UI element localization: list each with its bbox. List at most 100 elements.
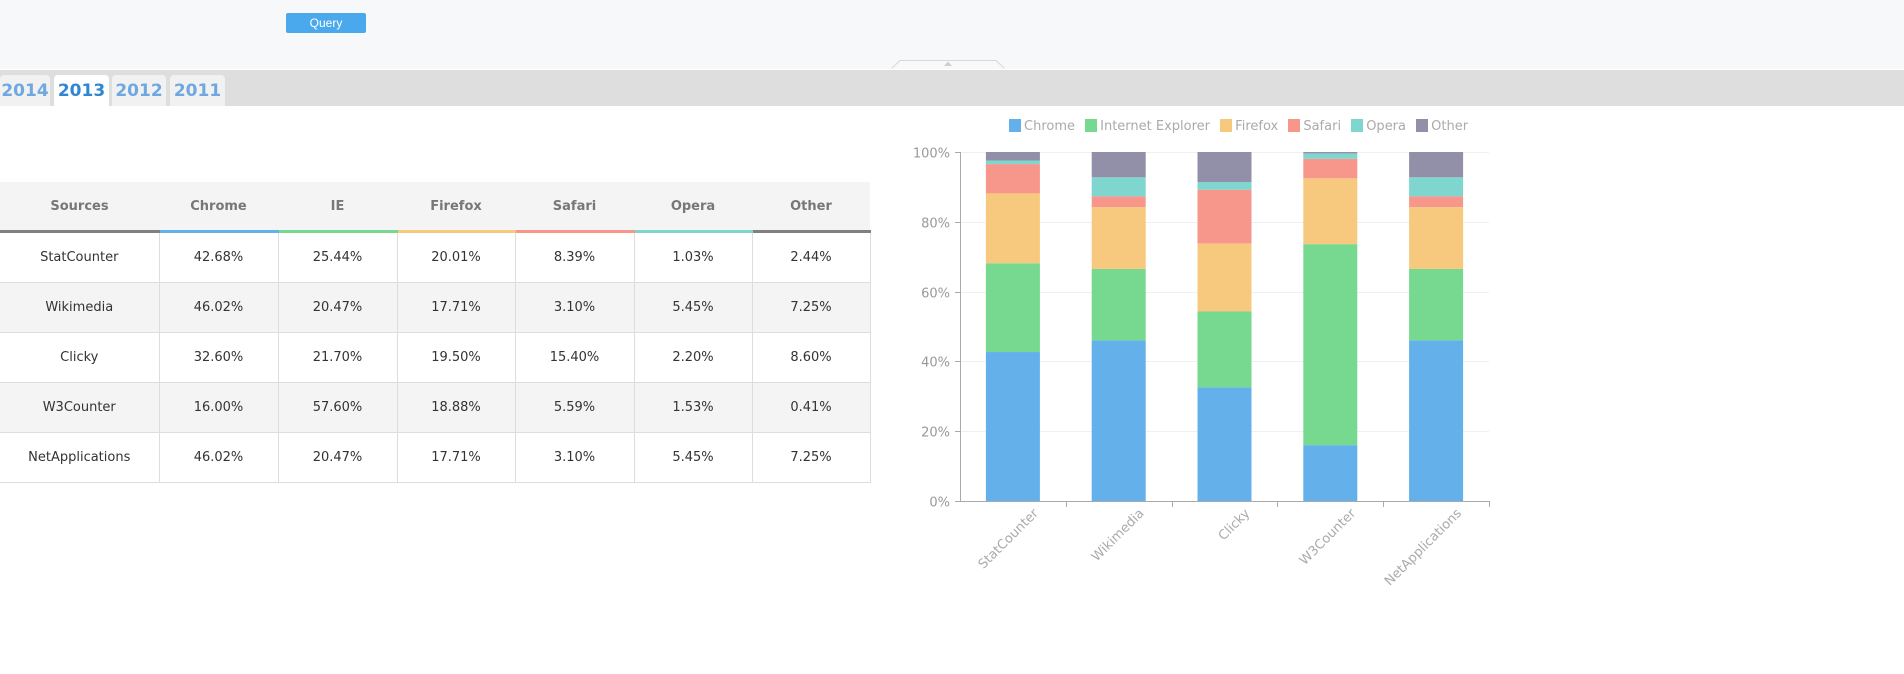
tab-2014[interactable]: 2014 (0, 75, 50, 106)
header-safari: Safari (515, 182, 634, 233)
cell-other: 2.44% (751, 231, 871, 283)
browser-share-table: Sources Chrome IE Firefox Safari Opera O… (0, 182, 871, 483)
header-opera: Opera (634, 182, 752, 233)
legend-item-firefox[interactable]: Firefox (1220, 119, 1278, 134)
bar-segment-chrome (1091, 340, 1146, 501)
cell-firefox: 17.71% (396, 432, 516, 483)
bar-segment-safari (1409, 196, 1464, 208)
cell-opera: 1.03% (633, 231, 753, 283)
legend-item-internet-explorer[interactable]: Internet Explorer (1085, 119, 1210, 134)
cell-chrome: 46.02% (158, 282, 279, 333)
cell-firefox: 20.01% (396, 231, 516, 283)
bar-segment-safari (1197, 189, 1252, 244)
bar-segment-opera (985, 160, 1040, 165)
cell-ie: 57.60% (277, 382, 398, 433)
bar-segment-opera (1091, 177, 1146, 197)
header-sources: Sources (0, 182, 159, 233)
bar-segment-other (1303, 152, 1358, 154)
bar-segment-internet-explorer (1409, 268, 1464, 341)
y-tick-label: 0% (929, 496, 950, 511)
cell-chrome: 16.00% (158, 382, 279, 433)
bar-segment-firefox (1197, 243, 1252, 312)
legend-label: Opera (1366, 119, 1406, 134)
table-row: NetApplications 46.02% 20.47% 17.71% 3.1… (0, 432, 871, 483)
legend-label: Firefox (1235, 119, 1279, 134)
cell-safari: 5.59% (514, 382, 635, 433)
bar-segment-opera (1197, 182, 1252, 190)
bar-segment-firefox (1091, 207, 1146, 269)
legend-swatch (1009, 119, 1021, 132)
legend-item-chrome[interactable]: Chrome (1009, 119, 1075, 134)
table-row: StatCounter 42.68% 25.44% 20.01% 8.39% 1… (0, 231, 871, 283)
cell-source: W3Counter (0, 382, 160, 433)
chart-legend: Chrome Internet Explorer Firefox Safari … (1009, 119, 1474, 135)
bar-segment-chrome (985, 352, 1040, 501)
bar-segment-chrome (1409, 340, 1464, 501)
table-header-row: Sources Chrome IE Firefox Safari Opera O… (0, 182, 870, 233)
x-tick-label: Clicky (1216, 506, 1254, 544)
query-button[interactable]: Query (286, 13, 366, 33)
cell-other: 7.25% (751, 432, 871, 483)
bar-segment-safari (1091, 196, 1146, 208)
bar-segment-safari (1303, 158, 1358, 179)
legend-swatch (1416, 119, 1429, 132)
bar-segment-opera (1303, 153, 1358, 159)
cell-safari: 8.39% (514, 231, 635, 283)
y-tick-label: 40% (921, 356, 950, 371)
legend-label: Internet Explorer (1100, 119, 1211, 134)
bar-segment-chrome (1303, 445, 1358, 501)
table-row: Clicky 32.60% 21.70% 19.50% 15.40% 2.20%… (0, 332, 871, 383)
cell-firefox: 19.50% (396, 332, 516, 383)
legend-item-safari[interactable]: Safari (1288, 119, 1341, 134)
cell-safari: 3.10% (514, 282, 635, 333)
cell-ie: 20.47% (277, 432, 398, 483)
stacked-bar-chart: 0% 20% 40% 60% 80% 100% StatCounter Wikimedia Cl… (913, 147, 1490, 589)
cell-firefox: 17.71% (396, 282, 516, 333)
cell-other: 7.25% (751, 282, 871, 333)
cell-firefox: 18.88% (396, 382, 516, 433)
cell-safari: 15.40% (514, 332, 635, 383)
cell-opera: 2.20% (633, 332, 753, 383)
bar-segment-other (1091, 152, 1146, 178)
table-row: Wikimedia 46.02% 20.47% 17.71% 3.10% 5.4… (0, 282, 871, 333)
cell-other: 8.60% (751, 332, 871, 383)
legend-label: Safari (1303, 119, 1342, 134)
tab-2012[interactable]: 2012 (112, 75, 166, 106)
legend-item-opera[interactable]: Opera (1351, 119, 1406, 134)
legend-item-other[interactable]: Other (1416, 119, 1468, 134)
cell-source: Wikimedia (0, 282, 160, 333)
bar-segment-other (985, 152, 1040, 161)
bar-segment-chrome (1197, 387, 1252, 501)
x-tick-label: W3Counter (1297, 506, 1360, 569)
bar-segment-internet-explorer (985, 263, 1040, 353)
cell-chrome: 32.60% (158, 332, 279, 383)
y-tick-label: 20% (921, 426, 950, 441)
header-other: Other (752, 182, 870, 233)
tab-2013[interactable]: 2013 (54, 75, 109, 106)
year-tabs: 2014 2013 2012 2011 (0, 70, 1904, 106)
cell-ie: 20.47% (277, 282, 398, 333)
cell-ie: 21.70% (277, 332, 398, 383)
bar-segment-other (1409, 152, 1464, 178)
bar-segment-opera (1409, 177, 1464, 197)
collapse-handle[interactable] (891, 60, 1005, 69)
cell-source: StatCounter (0, 231, 160, 283)
bar-segment-other (1197, 152, 1252, 183)
legend-swatch (1085, 119, 1098, 132)
cell-ie: 25.44% (277, 231, 398, 283)
cell-other: 0.41% (751, 382, 871, 433)
header-chrome: Chrome (159, 182, 278, 233)
cell-opera: 5.45% (633, 282, 753, 333)
header-ie: IE (278, 182, 397, 233)
table-row: W3Counter 16.00% 57.60% 18.88% 5.59% 1.5… (0, 382, 871, 433)
legend-label: Other (1431, 119, 1469, 134)
bar-segment-internet-explorer (1303, 244, 1358, 446)
cell-safari: 3.10% (514, 432, 635, 483)
legend-label: Chrome (1024, 119, 1075, 134)
bar-segment-safari (985, 164, 1040, 194)
cell-source: NetApplications (0, 432, 160, 483)
y-tick-label: 60% (921, 287, 950, 302)
cell-chrome: 46.02% (158, 432, 279, 483)
legend-swatch (1288, 119, 1301, 132)
tab-2011[interactable]: 2011 (170, 75, 225, 106)
